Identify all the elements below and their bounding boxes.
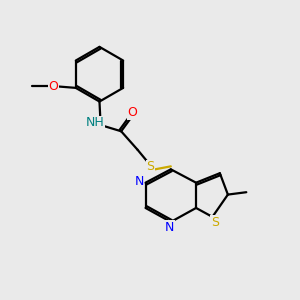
Text: NH: NH (85, 116, 104, 130)
Text: O: O (128, 106, 137, 119)
Text: N: N (134, 175, 144, 188)
Text: O: O (49, 80, 58, 93)
Text: O: O (49, 80, 58, 93)
Text: N: N (134, 175, 144, 188)
Text: NH: NH (85, 116, 104, 130)
Text: S: S (146, 160, 154, 173)
Text: S: S (211, 216, 219, 229)
Text: S: S (211, 216, 219, 229)
Text: S: S (146, 160, 154, 173)
Text: N: N (165, 221, 174, 234)
Text: O: O (128, 106, 137, 119)
Text: N: N (165, 221, 174, 234)
